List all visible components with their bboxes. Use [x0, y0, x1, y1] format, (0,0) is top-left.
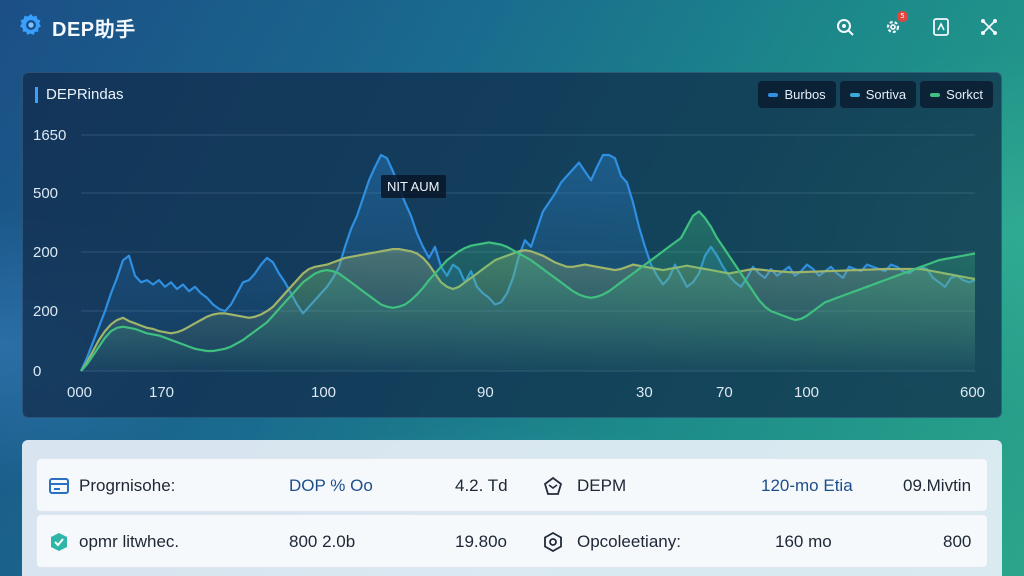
- stat-label: Progrnisohe:: [79, 476, 176, 495]
- card-icon: [49, 459, 69, 513]
- stat-row-1[interactable]: Progrnisohe: DOP % Oo 4.2. Td DEPM 120-m…: [36, 458, 988, 512]
- series-line-sorkct: [80, 210, 976, 372]
- diamond-icon: [543, 459, 563, 513]
- stat-value: 120-mo Etia: [761, 476, 853, 495]
- search-button[interactable]: [832, 14, 858, 40]
- stat-value-secondary: 800: [943, 532, 972, 551]
- legend-swatch-icon: [768, 92, 779, 97]
- y-tick-label: 200: [33, 303, 58, 320]
- app-header: DEP助手 5: [0, 0, 1024, 54]
- x-tick-label: 30: [636, 384, 653, 401]
- stat-label: DEPM: [577, 476, 627, 495]
- legend-label: Sortiva: [865, 87, 907, 102]
- notification-badge: 5: [897, 11, 908, 22]
- document-icon: [933, 18, 949, 36]
- stat-row-2[interactable]: opmr litwhec. 800 2.0b 19.80o Opcoleetia…: [36, 514, 988, 568]
- hexagon-icon: [543, 515, 563, 569]
- check-shield-icon: [49, 515, 69, 569]
- series-line-sortiva: [80, 248, 976, 372]
- legend-swatch-icon: [930, 92, 941, 97]
- chart-panel: 1650 500 200 200 0 000 170 100 90 30 70 100 600 DEPR…: [22, 72, 1002, 418]
- share-icon: [981, 19, 997, 35]
- stat-value-secondary: 19.80o: [455, 532, 507, 551]
- chart-title: DEPRindas: [35, 87, 124, 103]
- legend-label: Burbos: [784, 87, 826, 102]
- x-tick-label: 100: [794, 384, 819, 401]
- stat-value-secondary: 4.2. Td: [455, 476, 508, 495]
- x-tick-label: 70: [716, 384, 733, 401]
- x-tick-label: 90: [477, 384, 494, 401]
- settings-icon: [886, 20, 900, 34]
- stat-value-secondary: 09.Mivtin: [903, 476, 972, 495]
- y-tick-label: 500: [33, 185, 58, 202]
- gear-logo-icon: [18, 12, 44, 43]
- chart-legend: Burbos Sortiva Sorkct: [758, 81, 993, 108]
- app-title: DEP助手: [52, 18, 136, 41]
- stat-value: 800 2.0b: [289, 532, 356, 551]
- x-tick-label: 100: [311, 384, 336, 401]
- legend-item-0[interactable]: Burbos: [758, 81, 836, 108]
- stat-label: opmr litwhec.: [79, 532, 180, 551]
- legend-label: Sorkct: [946, 87, 983, 102]
- y-tick-label: 200: [33, 244, 58, 261]
- stat-value: DOP % Oo: [289, 476, 373, 495]
- stat-value: 160 mo: [775, 532, 832, 551]
- stats-panel: Progrnisohe: DOP % Oo 4.2. Td DEPM 120-m…: [22, 440, 1002, 576]
- y-tick-label: 1650: [33, 127, 66, 144]
- x-tick-label: 170: [149, 384, 174, 401]
- header-actions: 5: [832, 11, 1006, 40]
- legend-swatch-icon: [849, 92, 860, 97]
- legend-item-2[interactable]: Sorkct: [920, 81, 993, 108]
- x-tick-label: 600: [960, 384, 985, 401]
- search-icon: [837, 19, 854, 36]
- app-logo[interactable]: DEP助手: [18, 12, 136, 43]
- y-tick-label: 0: [33, 363, 41, 380]
- x-tick-label: 000: [67, 384, 92, 401]
- document-button[interactable]: [928, 14, 954, 40]
- legend-item-1[interactable]: Sortiva: [839, 81, 917, 108]
- share-button[interactable]: [976, 14, 1002, 40]
- series-area-2: [81, 211, 975, 371]
- stat-label: Opcoleetiany:: [577, 532, 681, 551]
- settings-button[interactable]: 5: [880, 11, 908, 40]
- chart-tooltip: NIT AUM: [381, 175, 446, 198]
